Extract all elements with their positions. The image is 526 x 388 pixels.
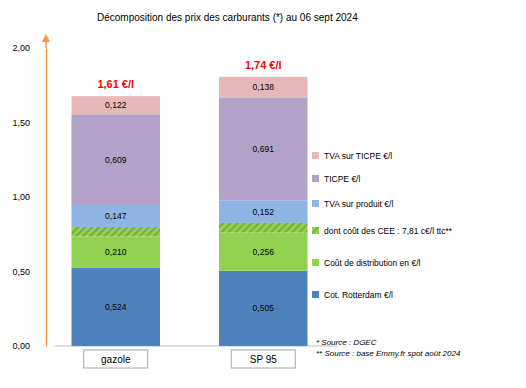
data-labels: 0,524 0,505 0,210 0,256 0,147 0,152 0,609 0,691… xyxy=(105,82,274,313)
legend-label: TVA sur TICPE €/l xyxy=(324,151,392,161)
chart: Décomposition des prix des carburants (*… xyxy=(0,0,526,388)
bar-segment xyxy=(72,237,161,268)
data-label: 0,256 xyxy=(253,247,275,257)
title: Décomposition des prix des carburants (*… xyxy=(97,12,358,23)
y-tick-label: 0,50 xyxy=(12,267,30,277)
bars xyxy=(72,77,308,346)
bar-segment xyxy=(219,200,308,223)
legend-label: TICPE €/l xyxy=(324,174,360,184)
y-tick: 0,50 xyxy=(12,267,46,277)
y-tick: 0,00 xyxy=(12,341,46,351)
legend-swatch xyxy=(312,152,319,159)
bar-segment xyxy=(219,233,308,271)
data-label: 0,147 xyxy=(105,211,127,221)
data-label: 0,138 xyxy=(253,82,275,92)
legend-swatch xyxy=(312,259,319,266)
bar-segment xyxy=(72,114,161,205)
category-box xyxy=(231,350,295,368)
legend-label: Cot. Rotterdam €/l xyxy=(324,290,393,300)
legend-label: TVA sur produit €/l xyxy=(324,199,393,209)
x-axis-line xyxy=(43,346,338,347)
y-axis: 0,00 0,50 1,00 1,50 2,00 xyxy=(12,43,46,351)
legend-swatch xyxy=(312,227,319,234)
data-label: 0,122 xyxy=(105,100,127,110)
data-label: 0,210 xyxy=(105,247,127,257)
bar-segment xyxy=(219,223,308,233)
footnote: * Source : DGEC xyxy=(316,338,377,347)
x-tick-label: SP 95 xyxy=(250,354,277,365)
y-tick: 1,50 xyxy=(12,118,46,128)
legend-swatch xyxy=(312,200,319,207)
legend-label: dont coût des CEE : 7,81 c€/l ttc** xyxy=(324,226,453,236)
y-axis-line xyxy=(46,49,48,347)
data-label: 0,609 xyxy=(105,155,127,165)
total-label: 1,74 €/l xyxy=(245,59,282,71)
axis-arrow-head xyxy=(42,34,50,42)
data-label: 0,505 xyxy=(253,303,275,313)
legend-swatch xyxy=(312,175,319,182)
total-label: 1,61 €/l xyxy=(97,78,134,90)
y-tick-label: 0,00 xyxy=(12,341,30,351)
bar-segment xyxy=(219,271,308,346)
data-label: 0,691 xyxy=(253,144,275,154)
x-tick: gazole xyxy=(84,346,148,368)
legend-swatch xyxy=(312,291,319,298)
footnote: ** Source : base Emmy.fr spot août 2024 xyxy=(316,349,461,358)
bar-segment xyxy=(219,77,308,98)
bar-segment xyxy=(72,205,161,227)
bar-segment xyxy=(219,97,308,200)
y-tick-label: 1,00 xyxy=(12,192,30,202)
bar-segment xyxy=(72,227,161,237)
y-tick-label: 2,00 xyxy=(12,43,30,53)
y-tick: 2,00 xyxy=(12,43,46,53)
data-label: 0,152 xyxy=(253,207,275,217)
x-tick: SP 95 xyxy=(231,346,295,368)
y-tick-label: 1,50 xyxy=(12,118,30,128)
legend-label: Coût de distribution en €/l xyxy=(324,258,421,268)
y-tick: 1,00 xyxy=(12,192,46,202)
data-label: 0,524 xyxy=(105,302,127,312)
bar-segment xyxy=(72,268,161,346)
x-tick-label: gazole xyxy=(101,354,131,365)
bar-segment xyxy=(72,96,161,114)
category-box xyxy=(84,350,148,368)
x-axis: gazole SP 95 xyxy=(43,346,338,368)
legend: TVA sur TICPE €/l TICPE €/l TVA sur produi… xyxy=(312,151,453,300)
